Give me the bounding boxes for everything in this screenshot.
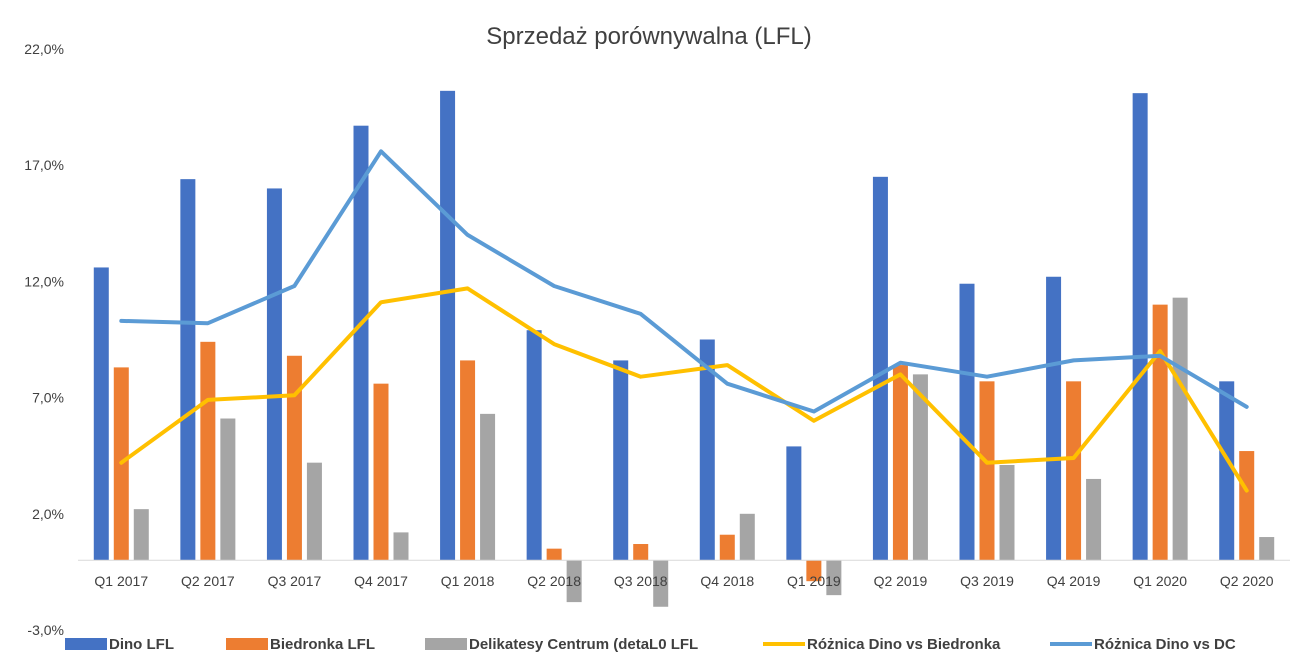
series-line	[119, 286, 1249, 493]
x-tick-label: Q4 2019	[1047, 573, 1101, 589]
legend-label: Różnica Dino vs DC	[1094, 636, 1236, 653]
x-tick-label: Q2 2018	[527, 573, 581, 589]
bar	[719, 534, 735, 561]
x-tick-label: Q3 2017	[268, 573, 322, 589]
bar	[1152, 304, 1168, 561]
x-tick-label: Q2 2017	[181, 573, 235, 589]
bar	[1066, 381, 1082, 561]
x-tick-label: Q1 2019	[787, 573, 841, 589]
bar	[1239, 451, 1255, 561]
legend-swatch	[425, 638, 467, 650]
bar	[526, 330, 542, 561]
bar	[180, 179, 196, 561]
bars-group	[93, 90, 1275, 607]
legend-swatch	[226, 638, 268, 650]
x-tick-label: Q1 2017	[94, 573, 148, 589]
bar	[959, 283, 975, 561]
bar	[480, 413, 496, 561]
bar	[1046, 276, 1062, 561]
bar	[892, 365, 908, 561]
legend-label: Różnica Dino vs Biedronka	[807, 636, 1001, 653]
bar	[1086, 478, 1102, 561]
bar	[826, 560, 842, 596]
x-tick-label: Q4 2017	[354, 573, 408, 589]
bar	[286, 355, 302, 561]
bar	[93, 267, 109, 561]
legend-label: Biedronka LFL	[270, 636, 375, 653]
bar	[1132, 93, 1148, 561]
y-tick-label: 7,0%	[32, 390, 64, 406]
bar	[786, 446, 802, 561]
bar	[1172, 297, 1188, 561]
y-tick-label: 2,0%	[32, 506, 64, 522]
bar	[460, 360, 476, 561]
y-tick-label: -3,0%	[27, 622, 64, 638]
lines-group	[119, 149, 1249, 493]
y-tick-label: 12,0%	[24, 273, 64, 289]
bar	[393, 532, 409, 561]
legend-swatch	[65, 638, 107, 650]
bar	[633, 544, 649, 561]
y-tick-label: 17,0%	[24, 157, 64, 173]
x-tick-label: Q3 2018	[614, 573, 668, 589]
y-tick-label: 22,0%	[24, 41, 64, 57]
bar	[1259, 537, 1275, 561]
bar	[440, 90, 456, 561]
bar	[613, 360, 629, 561]
y-axis: 22,0% 17,0% 12,0% 7,0% 2,0% -3,0%	[24, 41, 64, 638]
bar	[266, 188, 282, 561]
x-tick-label: Q4 2018	[700, 573, 754, 589]
bar	[1219, 381, 1235, 561]
bar	[999, 464, 1015, 561]
bar	[979, 381, 995, 561]
bar	[220, 418, 236, 561]
bar	[133, 509, 149, 561]
bar	[912, 374, 928, 561]
x-tick-label: Q2 2019	[874, 573, 928, 589]
x-tick-label: Q2 2020	[1220, 573, 1274, 589]
bar	[306, 462, 322, 561]
x-tick-label: Q1 2020	[1133, 573, 1187, 589]
x-tick-label: Q1 2018	[441, 573, 495, 589]
x-axis: Q1 2017 Q2 2017 Q3 2017 Q4 2017 Q1 2018 Q2 20…	[94, 573, 1273, 589]
bar	[806, 560, 822, 582]
series-line	[119, 149, 1249, 414]
bar	[699, 339, 715, 561]
bar	[566, 560, 582, 603]
bar	[739, 513, 755, 561]
bar	[653, 560, 669, 607]
bar	[353, 125, 369, 561]
legend-label: Delikatesy Centrum (detaL0 LFL	[469, 636, 698, 653]
x-tick-label: Q3 2019	[960, 573, 1014, 589]
chart-title: Sprzedaż porównywalna (LFL)	[486, 23, 812, 50]
bar	[546, 548, 562, 561]
legend-label: Dino LFL	[109, 636, 174, 653]
bar	[200, 341, 216, 561]
legend: Dino LFL Biedronka LFL Delikatesy Centrum …	[65, 636, 1236, 653]
bar	[872, 176, 888, 561]
bar	[373, 383, 389, 561]
